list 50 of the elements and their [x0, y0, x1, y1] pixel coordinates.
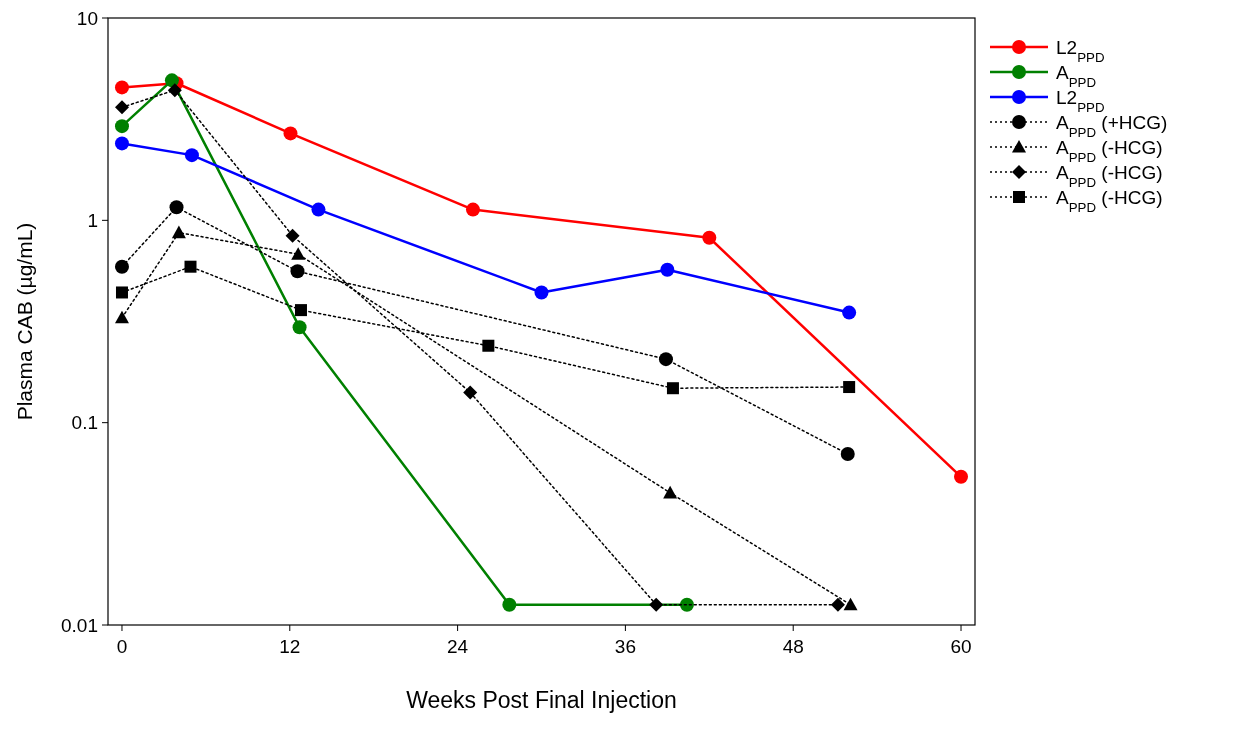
point	[663, 485, 678, 499]
point	[463, 385, 478, 400]
point	[114, 100, 129, 115]
point	[465, 202, 480, 217]
y-axis-title: Plasma CAB (µg/mL)	[13, 222, 36, 421]
point	[702, 230, 717, 245]
point	[290, 264, 305, 279]
x-tick-label: 0	[116, 636, 128, 657]
point	[114, 136, 129, 151]
x-tick-label: 60	[950, 636, 972, 657]
point	[666, 382, 679, 395]
point	[658, 352, 673, 367]
point	[842, 305, 857, 320]
point	[171, 225, 186, 239]
x-axis-title: Weeks Post Final Injection	[406, 687, 677, 713]
point	[660, 262, 675, 277]
y-tick-label: 10	[76, 7, 98, 29]
point	[311, 202, 326, 217]
y-tick-label: 0.01	[61, 614, 98, 636]
point	[184, 148, 199, 163]
point	[184, 260, 197, 273]
point	[830, 597, 845, 612]
point	[283, 126, 298, 141]
x-tick-label: 48	[782, 636, 804, 657]
x-tick-label: 12	[279, 636, 301, 657]
y-tick-label: 0.1	[71, 412, 98, 434]
point	[840, 447, 855, 462]
point	[649, 597, 664, 612]
point	[502, 597, 517, 612]
point	[482, 339, 495, 352]
point	[167, 83, 182, 98]
point	[843, 381, 856, 394]
point	[114, 259, 129, 274]
point	[843, 597, 858, 611]
point	[294, 304, 307, 317]
x-tick-label: 36	[614, 636, 636, 657]
point	[679, 597, 694, 612]
point	[954, 469, 969, 484]
point	[164, 73, 179, 88]
point	[114, 80, 129, 95]
point	[292, 320, 307, 335]
point	[291, 247, 306, 260]
point	[534, 285, 549, 300]
y-tick-label: 1	[87, 209, 98, 231]
point	[169, 200, 184, 215]
point	[114, 119, 129, 134]
x-tick-label: 24	[447, 636, 469, 657]
point	[115, 286, 128, 299]
point	[285, 228, 300, 243]
point	[114, 310, 129, 324]
